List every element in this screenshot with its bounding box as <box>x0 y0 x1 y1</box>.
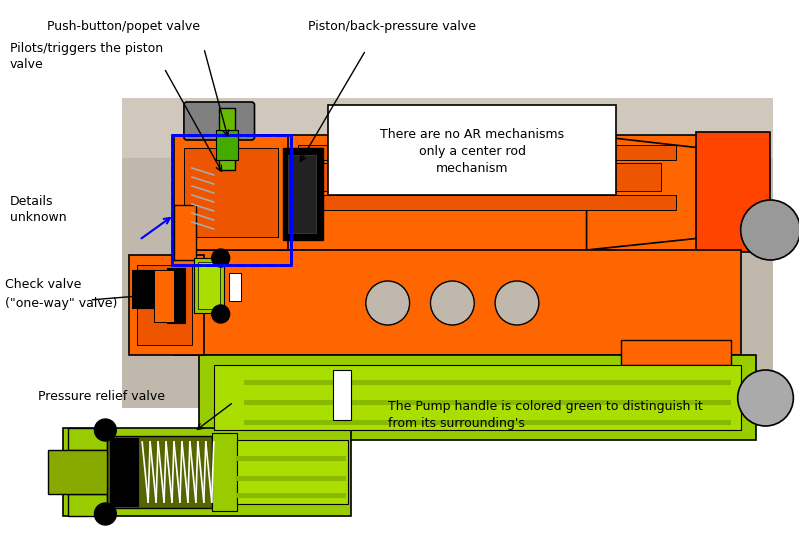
Bar <box>237 493 346 498</box>
Bar <box>237 440 348 504</box>
Text: Pressure relief valve: Pressure relief valve <box>38 390 165 403</box>
Bar <box>244 380 731 385</box>
Bar <box>696 132 770 252</box>
Bar <box>622 340 731 365</box>
Bar <box>174 250 741 355</box>
Bar <box>172 135 292 265</box>
Bar <box>154 270 174 322</box>
FancyBboxPatch shape <box>184 102 255 140</box>
Bar <box>284 148 323 240</box>
Bar <box>107 436 212 508</box>
Bar <box>328 105 616 195</box>
Circle shape <box>212 305 229 323</box>
Circle shape <box>94 419 117 441</box>
Bar <box>48 450 137 494</box>
Circle shape <box>366 281 410 325</box>
Bar <box>244 420 731 425</box>
Bar <box>184 148 278 237</box>
Bar <box>174 135 288 250</box>
Bar <box>167 268 185 323</box>
Circle shape <box>94 503 117 525</box>
Bar <box>214 135 701 250</box>
Bar <box>62 428 351 516</box>
Circle shape <box>212 249 229 267</box>
Bar <box>68 428 107 450</box>
Bar <box>187 105 252 137</box>
Bar <box>229 273 240 301</box>
Bar <box>122 98 773 158</box>
Circle shape <box>741 200 799 260</box>
Text: Pilots/triggers the piston
valve: Pilots/triggers the piston valve <box>10 42 163 71</box>
Bar <box>129 255 204 355</box>
Bar <box>308 163 661 191</box>
Bar <box>237 456 346 461</box>
Bar <box>172 135 292 265</box>
Bar <box>237 476 346 481</box>
Text: There are no AR mechanisms
only a center rod
mechanism: There are no AR mechanisms only a center… <box>380 129 564 175</box>
Bar <box>298 145 676 160</box>
Text: Details
unknown: Details unknown <box>10 195 66 224</box>
Bar <box>68 494 107 516</box>
Bar <box>132 270 154 308</box>
Bar <box>298 195 676 210</box>
Bar <box>122 98 773 408</box>
Bar <box>137 265 192 345</box>
Bar <box>219 108 235 170</box>
Bar <box>244 400 731 405</box>
Circle shape <box>495 281 539 325</box>
Bar <box>214 365 741 430</box>
Bar <box>110 438 138 506</box>
Bar <box>174 205 196 260</box>
Bar <box>212 433 237 511</box>
Bar <box>288 155 316 233</box>
Text: Check valve: Check valve <box>5 278 81 291</box>
Circle shape <box>737 370 793 426</box>
Bar <box>194 258 224 313</box>
Polygon shape <box>586 135 701 250</box>
Text: Push-button/popet valve: Push-button/popet valve <box>46 20 200 33</box>
Circle shape <box>431 281 475 325</box>
Text: ("one-way" valve): ("one-way" valve) <box>5 297 117 310</box>
Bar <box>216 130 237 160</box>
Bar <box>198 262 220 309</box>
Text: The Pump handle is colored green to distinguish it
from its surrounding's: The Pump handle is colored green to dist… <box>388 400 702 430</box>
Bar <box>333 370 351 420</box>
Bar <box>199 355 756 440</box>
Text: Piston/back-pressure valve: Piston/back-pressure valve <box>308 20 476 33</box>
